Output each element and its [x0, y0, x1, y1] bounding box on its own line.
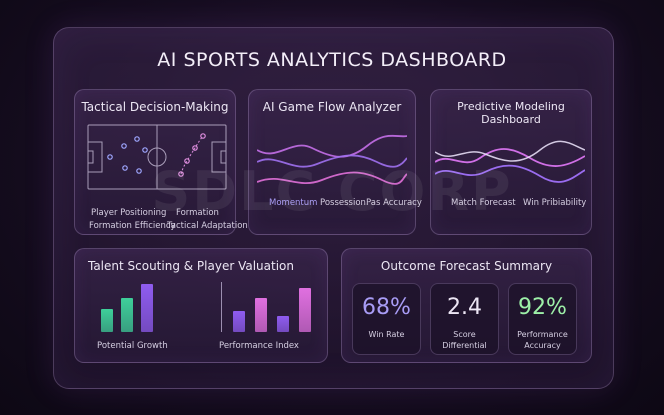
stat-score-differential: 2.4 Score Differential	[430, 283, 499, 355]
player-markers	[107, 133, 206, 177]
stat-caption: Performance Accuracy	[517, 330, 568, 350]
predictive-waves	[435, 140, 585, 183]
axis-line	[221, 282, 222, 332]
stat-caption: Score Differential	[442, 330, 487, 350]
game-flow-card-title: AI Game Flow Analyzer	[262, 100, 402, 114]
stat-value: 2.4	[447, 295, 482, 320]
soccer-field-diagram	[87, 124, 227, 190]
stat-value: 68%	[362, 295, 411, 320]
stat-performance-accuracy: 92% Performance Accuracy	[508, 283, 577, 355]
talent-card-title: Talent Scouting & Player Valuation	[87, 259, 294, 273]
talent-label-0: Potential Growth	[97, 341, 168, 351]
performance-bar-1	[233, 311, 245, 332]
growth-bar-1	[101, 309, 113, 332]
performance-bar-2	[255, 298, 267, 332]
game-flow-card[interactable]: AI Game Flow Analyzer Momentum Possessio…	[248, 89, 422, 235]
tactical-label-1: Formation	[176, 208, 219, 218]
stat-caption: Win Rate	[368, 330, 405, 339]
predictive-card[interactable]: Predictive Modeling Dashboard Match Fore…	[430, 89, 592, 235]
forecast-card-title: Outcome Forecast Summary	[380, 259, 553, 273]
page-title: AI SPORTS ANALYTICS DASHBOARD	[157, 49, 507, 71]
growth-bar-2	[121, 298, 133, 332]
talent-label-1: Performance Index	[219, 341, 299, 351]
growth-bar-3	[141, 284, 153, 332]
predictive-card-title: Predictive Modeling Dashboard	[457, 100, 565, 126]
talent-card[interactable]: Talent Scouting & Player Valuation Poten…	[74, 248, 328, 363]
stat-win-rate: 68% Win Rate	[352, 283, 421, 355]
game-flow-label-0: Momentum	[269, 198, 318, 208]
predictive-label-0: Match Forecast	[451, 198, 516, 208]
performance-bar-3	[277, 316, 289, 332]
tactical-label-3: Tactical Adaptation	[167, 221, 248, 231]
game-flow-label-1: Possession	[320, 198, 366, 208]
potential-growth-chart	[99, 282, 159, 332]
stat-value: 92%	[518, 295, 567, 320]
game-flow-label-2: Pas Accuracy	[366, 198, 422, 208]
tactical-card[interactable]: Tactical Decision-Making Player Position…	[74, 89, 248, 235]
performance-bar-4	[299, 288, 311, 332]
tactical-card-title: Tactical Decision-Making	[81, 100, 229, 114]
tactical-label-0: Player Positioning	[91, 208, 167, 218]
tactical-label-2: Formation Efficiency	[89, 221, 176, 231]
performance-index-chart	[221, 282, 311, 332]
game-flow-waves	[257, 134, 407, 185]
predictive-label-1: Win Pribiability	[523, 198, 587, 208]
